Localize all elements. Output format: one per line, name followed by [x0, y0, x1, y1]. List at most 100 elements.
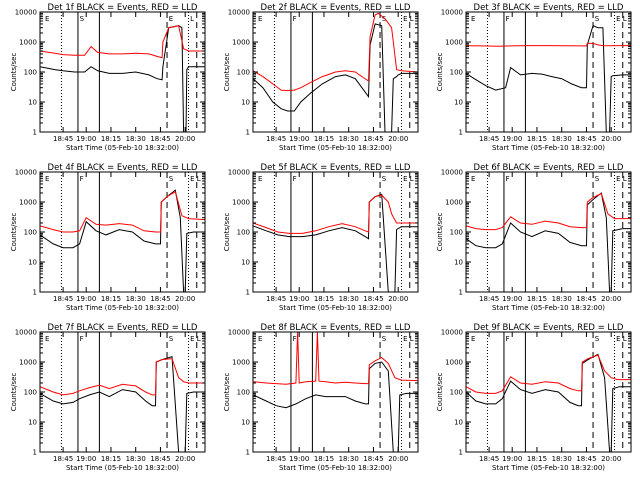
panel-title: Det 9f BLACK = Events, RED = LLD [474, 323, 624, 333]
y-tick-label: 10 [241, 99, 250, 107]
marker-F: F [506, 175, 510, 183]
marker-E: E [471, 175, 475, 183]
y-tick-label: 1 [459, 449, 463, 457]
y-tick-label: 10 [454, 419, 463, 427]
x-tick-label: 18:30 [126, 135, 146, 143]
panel-4: Det 4f BLACK = Events, RED = LLD E F S E L 1 10… [10, 163, 206, 312]
marker-E: E [258, 335, 262, 343]
x-tick-label: 19:00 [502, 135, 522, 143]
x-tick-label: 18:30 [552, 455, 572, 463]
x-tick-label: 18:15 [527, 135, 547, 143]
series-lld-line [253, 332, 418, 385]
y-tick-label: 10000 [15, 169, 37, 177]
marker-E: E [616, 15, 620, 23]
x-axis-label: Start Time (05-Feb-10 18:32:00) [279, 464, 392, 472]
x-tick-label: 20:00 [601, 455, 621, 463]
series-group [466, 25, 631, 132]
y-tick-label: 10 [454, 99, 463, 107]
y-tick-label: 1 [246, 289, 250, 297]
marker-E: E [403, 335, 407, 343]
x-tick-label: 18:30 [126, 455, 146, 463]
y-tick-label: 100 [24, 229, 37, 237]
y-axis-label: Counts/sec [436, 373, 444, 412]
series-group [253, 193, 418, 292]
marker-S: S [382, 15, 387, 23]
x-axis-label: Start Time (05-Feb-10 18:32:00) [492, 304, 605, 312]
y-tick-label: 100 [450, 69, 463, 77]
y-tick-label: 1 [246, 129, 250, 137]
y-tick-label: 10000 [441, 329, 463, 337]
marker-L: L [197, 175, 201, 183]
panel-title: Det 1f BLACK = Events, RED = LLD [48, 3, 198, 13]
marker-S: S [169, 335, 174, 343]
x-tick-label: 18:45 [150, 295, 170, 303]
series-group [253, 332, 418, 452]
series-group [40, 25, 205, 132]
y-tick-label: 10 [454, 259, 463, 267]
y-tick-label: 100 [24, 389, 37, 397]
x-tick-label: 20:00 [388, 455, 408, 463]
x-axis-label: Start Time (05-Feb-10 18:32:00) [492, 144, 605, 152]
marker-F: F [506, 15, 510, 23]
marker-F: F [80, 335, 84, 343]
x-tick-label: 20:00 [601, 135, 621, 143]
series-lld-line [40, 190, 205, 233]
series-group [40, 356, 205, 452]
y-tick-label: 10000 [441, 9, 463, 17]
marker-E: E [471, 335, 475, 343]
marker-L: L [623, 15, 627, 23]
marker-F: F [293, 335, 297, 343]
marker-F: F [506, 335, 510, 343]
series-lld-line [253, 194, 418, 234]
y-axis-label: Counts/sec [223, 373, 231, 412]
x-tick-label: 18:45 [266, 455, 286, 463]
x-tick-label: 20:00 [175, 455, 195, 463]
plot-frame [465, 11, 632, 133]
y-axis-label: Counts/sec [223, 213, 231, 252]
y-tick-label: 10 [241, 419, 250, 427]
marker-E: E [45, 175, 49, 183]
marker-E: E [190, 335, 194, 343]
plot-frame [252, 331, 419, 453]
panel-title: Det 4f BLACK = Events, RED = LLD [48, 163, 198, 173]
marker-S: S [80, 15, 85, 23]
x-tick-label: 18:15 [314, 455, 334, 463]
y-tick-label: 1000 [19, 359, 37, 367]
y-tick-label: 1 [246, 449, 250, 457]
series-events-line [253, 193, 418, 292]
y-tick-label: 1000 [19, 39, 37, 47]
x-tick-label: 18:45 [266, 295, 286, 303]
series-events-line [253, 361, 418, 452]
y-tick-label: 1000 [232, 199, 250, 207]
x-tick-label: 18:30 [126, 295, 146, 303]
x-axis-label: Start Time (05-Feb-10 18:32:00) [66, 144, 179, 152]
y-tick-label: 1000 [232, 39, 250, 47]
x-tick-label: 18:15 [314, 295, 334, 303]
x-tick-label: 18:45 [479, 135, 499, 143]
series-group [466, 353, 631, 452]
x-tick-label: 18:45 [576, 135, 596, 143]
marker-L: L [410, 15, 414, 23]
y-tick-label: 1 [33, 289, 37, 297]
series-events-line [253, 23, 418, 132]
marker-E: E [45, 335, 49, 343]
x-tick-label: 18:45 [576, 295, 596, 303]
y-tick-label: 10000 [441, 169, 463, 177]
marker-E: E [403, 175, 407, 183]
x-axis-label: Start Time (05-Feb-10 18:32:00) [66, 464, 179, 472]
series-lld-line [40, 358, 205, 396]
y-tick-label: 10 [28, 419, 37, 427]
x-axis-label: Start Time (05-Feb-10 18:32:00) [279, 144, 392, 152]
x-tick-label: 18:45 [266, 135, 286, 143]
x-tick-label: 19:00 [76, 455, 96, 463]
marker-F: F [293, 15, 297, 23]
marker-E: E [616, 175, 620, 183]
x-tick-label: 18:45 [479, 295, 499, 303]
x-tick-label: 19:00 [289, 135, 309, 143]
marker-E: E [190, 175, 194, 183]
